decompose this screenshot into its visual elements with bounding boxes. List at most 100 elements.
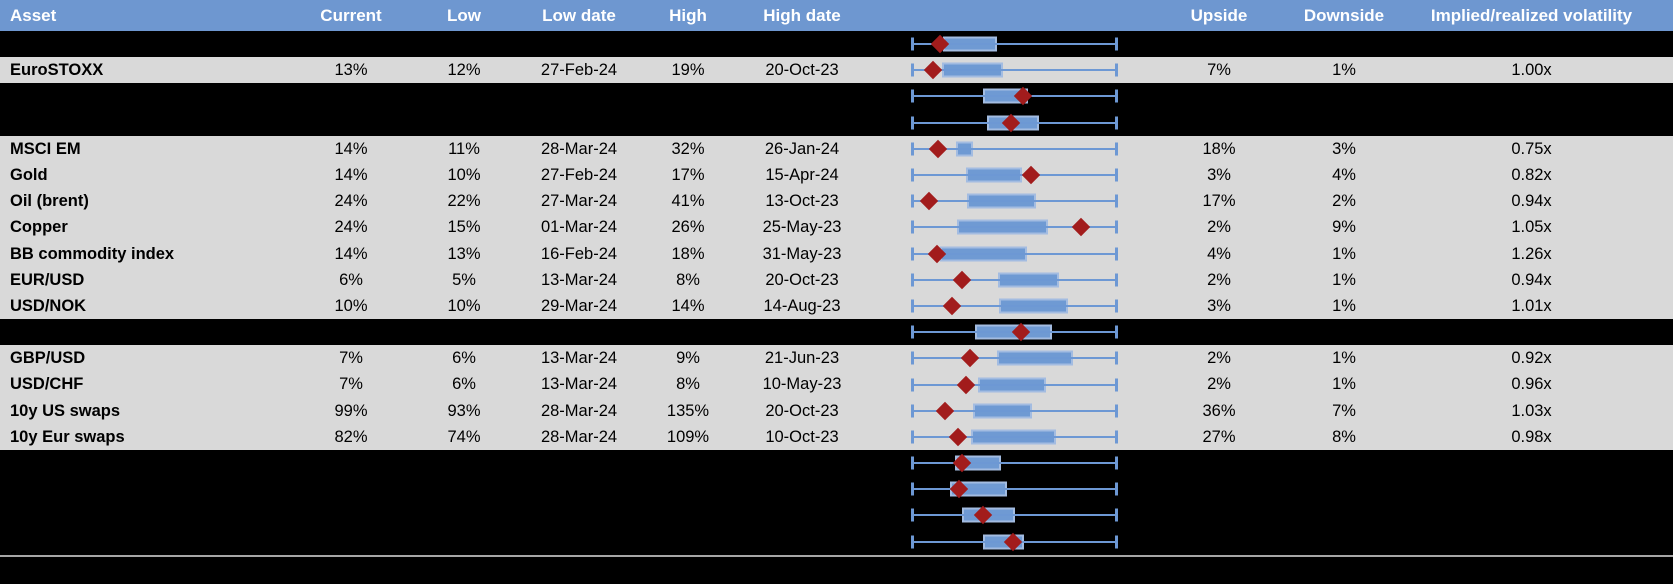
cell-impl_real_vol xyxy=(1390,529,1673,555)
chart-row xyxy=(0,31,1673,58)
cell-upside xyxy=(1140,319,1298,345)
cell-impl_real_vol: 1.01x xyxy=(1511,296,1552,315)
cell-downside xyxy=(1298,476,1390,502)
cell-high: 9% xyxy=(676,349,700,368)
cell-upside: 2% xyxy=(1207,270,1231,289)
cell-high_date: 31-May-23 xyxy=(762,244,842,263)
whisker-cap-right xyxy=(1115,456,1119,470)
cell-high_date xyxy=(730,319,874,345)
whisker-cap-left xyxy=(911,508,915,522)
whisker-line xyxy=(912,69,1118,72)
cell-asset: EUR/USD xyxy=(10,270,85,289)
cell-current xyxy=(286,110,416,136)
cell-low: 10% xyxy=(447,165,481,184)
cell-low_date: 16-Feb-24 xyxy=(540,244,618,263)
chart-row xyxy=(0,319,1673,346)
cell-upside: 2% xyxy=(1207,349,1231,368)
cell-high_date: 10-Oct-23 xyxy=(765,427,839,446)
cell-impl_real_vol xyxy=(1390,476,1673,502)
cell-high_date xyxy=(730,83,874,109)
cell-high: 17% xyxy=(671,165,705,184)
boxplot-cell xyxy=(874,110,1140,136)
cell-impl_real_vol xyxy=(1390,31,1673,57)
cell-downside xyxy=(1298,450,1390,476)
current-marker-icon xyxy=(952,270,972,289)
cell-low_date: 27-Feb-24 xyxy=(540,61,618,80)
cell-downside xyxy=(1298,529,1390,555)
current-marker-icon xyxy=(923,61,943,80)
cell-low_date: 28-Mar-24 xyxy=(540,401,618,420)
cell-high_date: 25-May-23 xyxy=(762,218,842,237)
boxplot xyxy=(911,136,1119,162)
cell-low_date xyxy=(512,529,646,555)
cell-high: 135% xyxy=(666,401,710,420)
cell-asset xyxy=(0,529,286,555)
cell-current xyxy=(286,31,416,57)
table-row: EUR/USD 6% 5% 13-Mar-24 8% 20-Oct-23 2% 1% 0.94x xyxy=(0,266,1673,293)
cell-low_date: 27-Mar-24 xyxy=(540,192,618,211)
cell-low_date: 27-Feb-24 xyxy=(540,165,618,184)
cell-asset: USD/CHF xyxy=(10,375,84,394)
header-upside: Upside xyxy=(1190,6,1248,25)
boxplot xyxy=(911,319,1119,345)
cell-low_date xyxy=(512,502,646,528)
cell-high_date xyxy=(730,502,874,528)
cell-high_date xyxy=(730,450,874,476)
whisker-cap-left xyxy=(911,168,915,182)
cell-high xyxy=(646,502,730,528)
header-asset: Asset xyxy=(10,6,57,25)
whisker-cap-right xyxy=(1115,325,1119,339)
whisker-cap-right xyxy=(1115,378,1119,392)
current-marker-icon xyxy=(948,427,968,447)
boxplot xyxy=(911,110,1119,136)
whisker-cap-left xyxy=(911,116,915,130)
cell-low_date: 29-Mar-24 xyxy=(540,296,618,315)
cell-asset xyxy=(0,83,286,109)
table-row: USD/CHF 7% 6% 13-Mar-24 8% 10-May-23 2% 1% 0.96x xyxy=(0,371,1673,398)
cell-impl_real_vol xyxy=(1390,502,1673,528)
whisker-cap-left xyxy=(911,299,915,313)
whisker-cap-left xyxy=(911,404,915,418)
chart-row xyxy=(0,476,1673,503)
header-low: Low xyxy=(447,6,481,25)
table-row: GBP/USD 7% 6% 13-Mar-24 9% 21-Jun-23 2% 1% 0.92x xyxy=(0,345,1673,372)
chart-row xyxy=(0,528,1673,555)
boxplot xyxy=(911,162,1119,188)
cell-current xyxy=(286,83,416,109)
table-header: Asset Current Low Low date High High date Upsi… xyxy=(0,0,1673,31)
whisker-line xyxy=(912,488,1118,491)
cell-current: 7% xyxy=(339,349,363,368)
cell-current: 99% xyxy=(334,401,368,420)
boxplot xyxy=(911,424,1119,450)
boxplot xyxy=(911,476,1119,502)
boxplot-cell xyxy=(874,267,1140,293)
whisker-cap-right xyxy=(1115,273,1119,287)
whisker-cap-right xyxy=(1115,247,1119,261)
boxplot-cell xyxy=(874,241,1140,267)
cell-upside: 4% xyxy=(1207,244,1231,263)
cell-low xyxy=(416,83,512,109)
cell-low_date xyxy=(512,450,646,476)
cell-downside: 8% xyxy=(1332,427,1356,446)
table-row: BB commodity index 14% 13% 16-Feb-24 18% 31-M… xyxy=(0,240,1673,267)
cell-asset: EuroSTOXX xyxy=(10,61,104,80)
cell-low: 6% xyxy=(452,375,476,394)
cell-low xyxy=(416,31,512,57)
header-high: High xyxy=(669,6,707,25)
boxplot-cell xyxy=(874,83,1140,109)
current-marker-icon xyxy=(935,401,955,420)
boxplot-cell xyxy=(874,398,1140,424)
cell-low: 6% xyxy=(452,349,476,368)
cell-impl_real_vol: 1.05x xyxy=(1511,218,1552,237)
table-row: Gold 14% 10% 27-Feb-24 17% 15-Apr-24 3% 4% 0.82x xyxy=(0,161,1673,189)
boxplot-cell xyxy=(874,424,1140,450)
boxplot-cell xyxy=(874,293,1140,319)
cell-downside xyxy=(1298,319,1390,345)
cell-high: 32% xyxy=(671,139,705,158)
current-marker-icon xyxy=(1021,165,1041,185)
cell-low: 11% xyxy=(448,139,480,158)
cell-current: 14% xyxy=(334,139,368,158)
whisker-cap-left xyxy=(911,247,915,261)
cell-high: 19% xyxy=(671,61,705,80)
